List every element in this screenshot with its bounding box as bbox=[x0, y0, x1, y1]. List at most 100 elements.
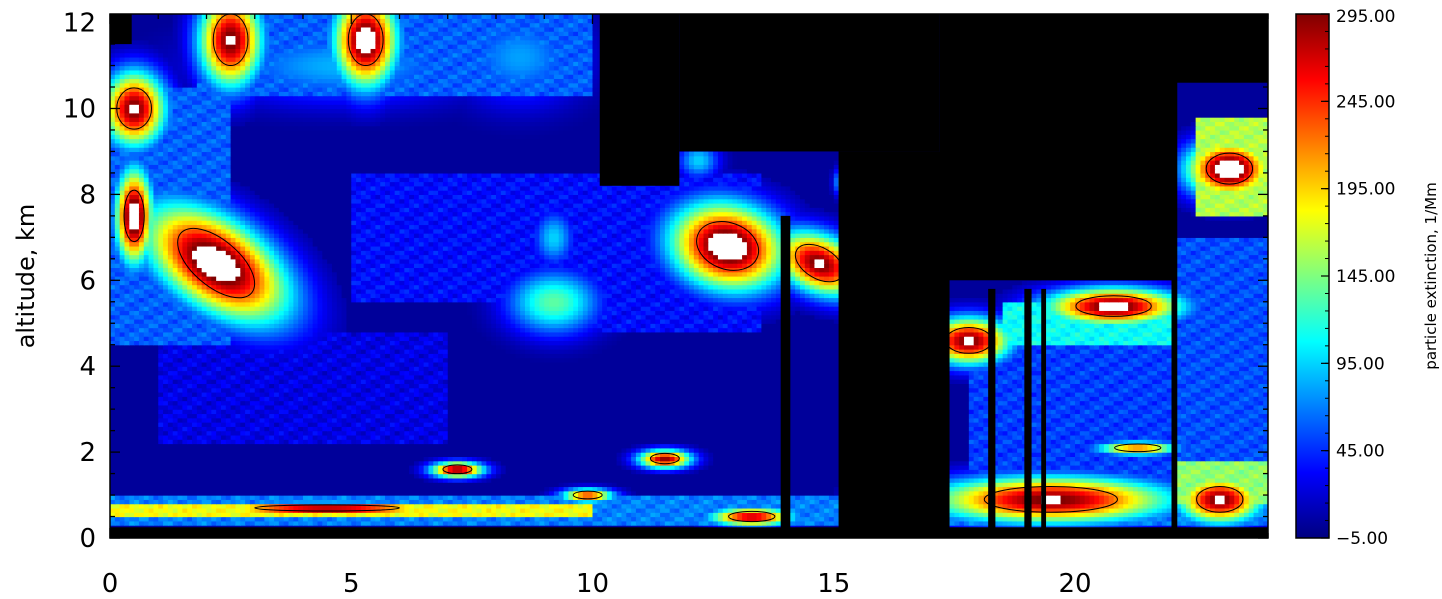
heatmap-cell bbox=[467, 512, 473, 518]
heatmap-cell bbox=[1205, 486, 1211, 492]
heatmap-cell bbox=[1147, 495, 1153, 500]
heatmap-cell bbox=[254, 422, 261, 427]
heatmap-cell bbox=[1137, 379, 1144, 384]
heatmap-cell bbox=[288, 503, 294, 509]
heatmap-cell bbox=[447, 520, 454, 526]
heatmap-cell bbox=[220, 503, 227, 509]
heatmap-cell bbox=[269, 387, 275, 393]
heatmap-cell bbox=[413, 473, 420, 479]
heatmap-cell bbox=[254, 499, 261, 505]
heatmap-cell bbox=[1258, 490, 1264, 496]
heatmap-cell bbox=[404, 426, 410, 432]
heatmap-cell bbox=[626, 516, 632, 522]
heatmap-cell bbox=[298, 512, 304, 518]
heatmap-cell bbox=[650, 443, 656, 449]
heatmap-cell bbox=[341, 396, 348, 402]
heatmap-cell bbox=[655, 516, 661, 522]
heatmap-cell bbox=[423, 422, 430, 427]
heatmap-cell bbox=[746, 516, 758, 522]
heatmap-cell bbox=[1234, 422, 1240, 427]
heatmap-cell bbox=[1152, 490, 1158, 496]
heatmap-cell bbox=[1118, 464, 1124, 470]
heatmap-cell bbox=[457, 516, 463, 522]
heatmap-cell bbox=[1142, 512, 1148, 518]
heatmap-cell bbox=[602, 486, 608, 492]
heatmap-cell bbox=[1113, 413, 1120, 419]
heatmap-cell bbox=[1161, 413, 1168, 419]
heatmap-cell bbox=[954, 490, 960, 496]
heatmap-cell bbox=[1123, 430, 1129, 436]
heatmap-cell bbox=[703, 520, 709, 526]
heatmap-cell bbox=[1108, 456, 1115, 462]
heatmap-cell bbox=[1137, 495, 1144, 500]
heatmap-cell bbox=[1060, 439, 1066, 445]
heatmap-cell bbox=[187, 413, 193, 419]
heatmap-cell bbox=[1224, 512, 1230, 518]
heatmap-cell bbox=[1147, 417, 1153, 423]
heatmap-cell bbox=[1012, 434, 1018, 440]
heatmap-cell bbox=[245, 507, 251, 513]
heatmap-cell bbox=[375, 422, 381, 427]
heatmap-cell bbox=[1166, 379, 1173, 384]
heatmap-cell bbox=[274, 374, 280, 380]
heatmap-cell bbox=[254, 520, 261, 526]
heatmap-cell bbox=[689, 464, 695, 470]
heatmap-cell bbox=[182, 430, 188, 436]
heatmap-cell bbox=[471, 464, 478, 470]
heatmap-cell bbox=[833, 486, 840, 492]
heatmap-cell bbox=[1017, 495, 1023, 500]
heatmap-cell bbox=[394, 379, 401, 384]
heatmap-cell bbox=[249, 413, 256, 419]
heatmap-cell bbox=[992, 413, 999, 419]
heatmap-cell bbox=[331, 409, 338, 415]
heatmap-cell bbox=[578, 516, 584, 522]
heatmap-cell bbox=[153, 512, 159, 518]
heatmap-cell bbox=[1128, 495, 1134, 500]
heatmap-cell bbox=[761, 520, 767, 526]
heatmap-cell bbox=[220, 379, 227, 384]
heatmap-cell bbox=[370, 417, 376, 423]
heatmap-cell bbox=[322, 499, 333, 505]
heatmap-cell bbox=[1079, 422, 1086, 427]
heatmap-cell bbox=[283, 495, 290, 500]
heatmap-cell bbox=[327, 379, 333, 384]
heatmap-cell bbox=[1263, 456, 1268, 462]
heatmap-cell bbox=[1200, 507, 1206, 513]
heatmap-cell bbox=[259, 413, 265, 419]
heatmap-cell bbox=[997, 490, 1004, 496]
heatmap-cell bbox=[1065, 495, 1071, 500]
heatmap-cell bbox=[167, 507, 174, 513]
heatmap-cell bbox=[1142, 422, 1148, 427]
heatmap-cell bbox=[134, 507, 140, 513]
heatmap-cell bbox=[1248, 426, 1255, 432]
heatmap-cell bbox=[582, 482, 594, 488]
heatmap-cell bbox=[399, 417, 405, 423]
heatmap-cell bbox=[1089, 422, 1095, 427]
heatmap-cell bbox=[1046, 426, 1052, 432]
heatmap-cell bbox=[1234, 464, 1240, 470]
heatmap-cell bbox=[621, 486, 627, 492]
heatmap-cell bbox=[1142, 417, 1148, 423]
heatmap-cell bbox=[1103, 387, 1110, 393]
heatmap-cell bbox=[471, 503, 478, 509]
heatmap-cell bbox=[1263, 404, 1268, 410]
heatmap-cell bbox=[1161, 473, 1168, 479]
heatmap-cell bbox=[693, 499, 700, 505]
heatmap-cell bbox=[1142, 426, 1148, 432]
heatmap-cell bbox=[240, 417, 246, 423]
heatmap-cell bbox=[481, 503, 487, 509]
heatmap-cell bbox=[182, 374, 188, 380]
heatmap-cell bbox=[269, 383, 275, 389]
heatmap-cell bbox=[254, 383, 261, 389]
heatmap-cell bbox=[1229, 404, 1235, 410]
heatmap-cell bbox=[597, 499, 603, 505]
heatmap-cell bbox=[1224, 417, 1230, 423]
heatmap-cell bbox=[713, 507, 719, 513]
heatmap-cell bbox=[1210, 507, 1216, 513]
heatmap-cell bbox=[1132, 490, 1139, 496]
heatmap-cell bbox=[1214, 409, 1221, 415]
heatmap-cell bbox=[997, 391, 1004, 397]
heatmap-cell bbox=[1055, 383, 1062, 389]
heatmap-cell bbox=[1234, 439, 1240, 445]
heatmap-cell bbox=[1152, 503, 1158, 509]
